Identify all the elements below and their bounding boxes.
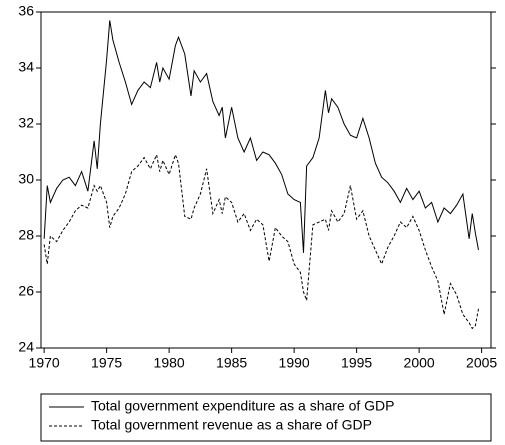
y-tick-label: 36 (18, 3, 34, 19)
y-tick-label: 34 (18, 59, 34, 75)
y-tick-label: 30 (18, 171, 34, 187)
y-tick-label: 26 (18, 283, 34, 299)
x-tick-label: 1970 (29, 355, 60, 371)
x-tick-label: 1985 (216, 355, 247, 371)
series-line (43, 153, 479, 330)
legend-label: Total government expenditure as a share … (91, 398, 395, 414)
x-tick-label: 2005 (466, 355, 497, 371)
legend-label: Total government revenue as a share of G… (91, 417, 372, 433)
plot-frame (40, 11, 492, 349)
x-tick-label: 1995 (341, 355, 372, 371)
y-tick-label: 32 (18, 115, 34, 131)
y-tick-label: 24 (18, 339, 34, 355)
series-line (43, 20, 479, 253)
x-tick-label: 1990 (279, 355, 310, 371)
legend-box (40, 393, 492, 442)
x-tick-label: 1980 (154, 355, 185, 371)
x-tick-label: 1975 (91, 355, 122, 371)
x-tick-label: 2000 (404, 355, 435, 371)
y-tick-label: 28 (18, 227, 34, 243)
